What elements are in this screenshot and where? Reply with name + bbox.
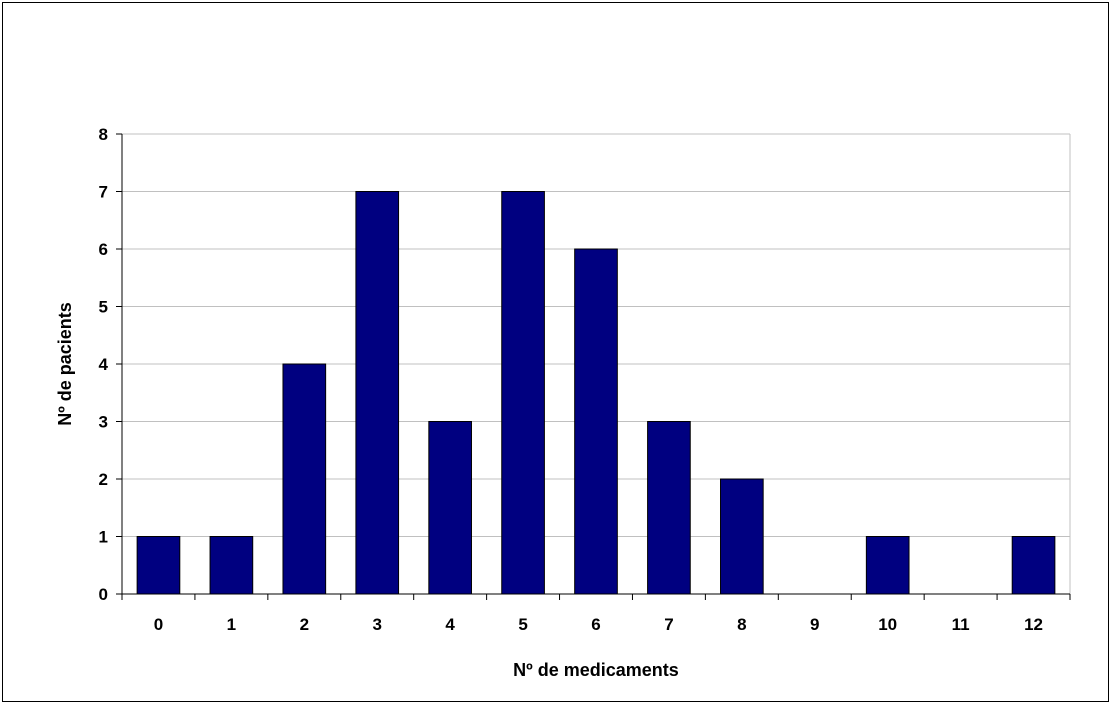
x-tick-label: 0 [154, 615, 163, 634]
x-tick-label: 6 [591, 615, 600, 634]
y-axis-title: Nº de pacients [55, 302, 75, 426]
y-tick-label: 5 [99, 298, 108, 317]
y-tick-label: 7 [99, 183, 108, 202]
bar-7 [647, 421, 691, 595]
y-tick-label: 0 [99, 585, 108, 604]
x-axis-title: Nº de medicaments [513, 660, 679, 680]
bar-12 [1011, 536, 1056, 595]
x-tick-label: 1 [227, 615, 236, 634]
x-tick-label: 11 [952, 615, 970, 634]
x-ticks: 0 1 2 3 4 5 6 7 8 9 10 11 12 [121, 594, 1071, 634]
y-tick-label: 8 [99, 125, 108, 144]
y-tick-label: 1 [99, 528, 108, 547]
y-tick-label: 6 [99, 240, 108, 259]
x-tick-label: 2 [300, 615, 309, 634]
bar-4 [428, 421, 472, 595]
x-tick-label: 10 [878, 615, 897, 634]
y-tick-label: 4 [99, 355, 109, 374]
x-tick-label: 9 [810, 615, 819, 634]
x-tick-label: 4 [445, 615, 455, 634]
x-tick-label: 3 [372, 615, 381, 634]
bar-6 [574, 248, 618, 595]
bar-1 [209, 536, 254, 595]
bar-8 [720, 478, 764, 595]
bar-2 [282, 363, 327, 595]
bar-5 [501, 191, 545, 595]
bar-0 [136, 536, 181, 595]
bars [136, 191, 1056, 595]
bar-10 [865, 536, 910, 595]
x-tick-label: 7 [664, 615, 673, 634]
x-tick-label: 12 [1024, 615, 1043, 634]
x-tick-label: 5 [518, 615, 527, 634]
y-tick-label: 2 [99, 470, 108, 489]
bar-3 [355, 191, 400, 595]
y-ticks: 0 1 2 3 4 5 6 7 8 [99, 125, 122, 604]
y-tick-label: 3 [99, 413, 108, 432]
x-tick-label: 8 [737, 615, 746, 634]
